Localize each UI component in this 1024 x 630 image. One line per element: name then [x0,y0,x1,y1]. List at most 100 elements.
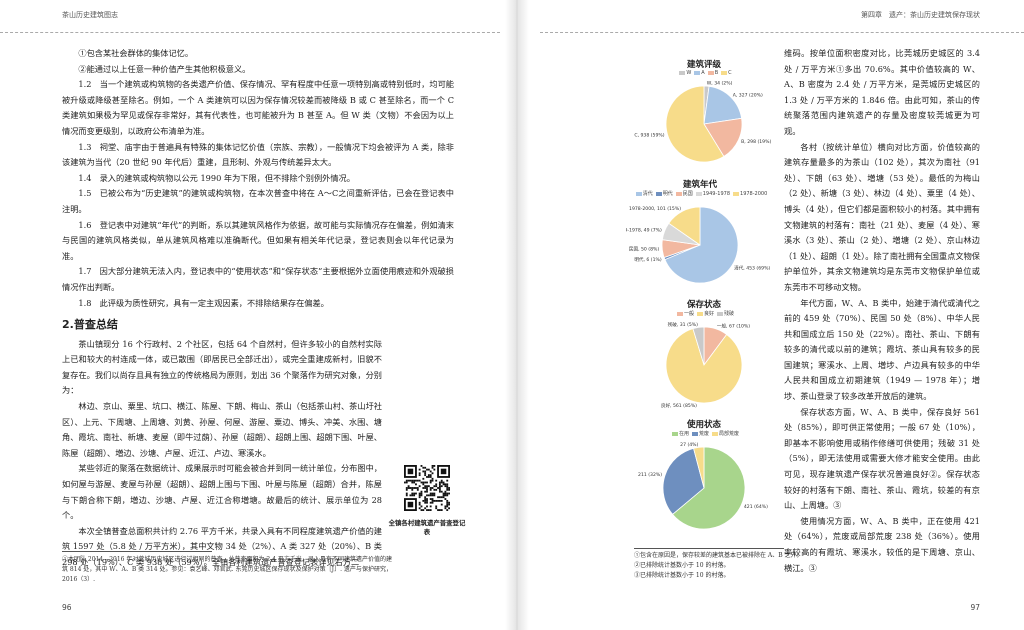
left-header-rule [0,32,500,33]
pie-label: 清代, 453 (69%) [734,264,770,271]
legend-swatch [696,311,703,316]
pie-label: 残破, 31 (5%) [668,321,698,328]
right-body-text: 维码。按单位面积密度对比，比莞城历史城区的 3.4 处 / 万平方米①多出 70… [784,46,980,576]
paragraph: 保存状态方面，W、A、B 类中，保存良好 561 处（85%），即可供正常使用；… [784,406,980,511]
legend-entry: 残破 [724,311,735,317]
legend-entry: 民国 [682,191,693,197]
legend-swatch [635,191,642,196]
chart-legend: 一般 良好 残破 [634,310,774,317]
pie-slice [668,206,701,246]
pie-slice [665,85,725,163]
left-body-text: ①包含某社会群体的集体记忆。 ②能通过以上任意一种价值产生其他积极意义。 1.2… [62,46,454,571]
pie-label: 1949-1978, 49 (7%) [626,228,662,234]
pie-label: 一般, 67 (10%) [717,323,750,330]
paragraph: 1.7 因大部分建筑无法入内，登记表中的“使用状态”和“保存状态”主要根据外立面… [62,266,454,292]
pie-label: C, 938 (59%) [634,133,664,139]
chart-title: 保存状态 [686,300,721,310]
legend-swatch [679,70,686,75]
left-running-head: 茶山历史建筑图志 [62,11,118,19]
chart-building-age: 建筑年代 清代 明代 民国 1949-1978 1978-2000 清代, 453 (6… [616,178,774,293]
left-footnotes: ①本团队 2014—2016 年对莞城历史城区进行过相同的普查，总普查面积为 2… [62,555,392,585]
left-page-number: 96 [62,603,72,612]
legend-entry: C [728,70,732,76]
pie-label: 1978-2000, 101 (15%) [629,206,681,212]
paragraph: 林边、京山、粟里、坑口、横江、陈屋、下朗、梅山、茶山（包括茶山村、茶山圩社区）、… [62,401,382,458]
legend-swatch [707,70,714,75]
legend-swatch [694,70,701,75]
legend-swatch [717,311,723,316]
right-header-rule [540,32,1024,33]
legend-swatch [712,431,718,436]
chart-building-rating: 建筑评级 W A B C W, 34 (2%) A, 327 (20%) B, 298 (… [634,58,774,172]
pie-chart: 421 (64%) 211 (32%) 27 (4%) [638,442,768,530]
pie-label: B, 298 (19%) [741,139,771,145]
pie-label: 211 (32%) [638,472,662,478]
footnote-rule [62,551,212,552]
legend-swatch [721,70,728,75]
pie-slice [692,326,705,366]
pie-chart: 清代, 453 (69%) 明代, 6 (1%) 民国, 50 (8%) 1949-1… [616,206,770,284]
footnote: ③已排除统计基数小于 10 的村落。 [634,572,730,579]
pie-label: 27 (4%) [680,442,698,448]
chart-title: 建筑年代 [682,180,717,190]
paragraph: 使用情况方面，W、A、B 类中，正在使用 421 处（64%），荒废或局部荒废 … [784,515,980,573]
qr-code-icon[interactable] [404,465,450,511]
pie-label: A, 327 (20%) [733,92,763,98]
legend-entry: 1949-1978 [702,191,731,197]
paragraph: 1.8 此评级为质性研究，具有一定主观因素，不排除结果存在偏差。 [78,297,329,308]
pie-slice [703,117,743,157]
paragraph: ①包含某社会群体的集体记忆。 [78,48,194,58]
right-page: 第四章 遗产：茶山历史建筑保存现状 建筑评级 W A B C W, 34 (2%) A,… [522,0,1024,630]
chart-usage-state: 使用状态 在用 荒废 局部荒废 421 (64%) 211 (32%) 27 (4%) [634,418,774,539]
pie-chart: 一般, 67 (10%) 良好, 561 (85%) 残破, 31 (5%) [661,321,750,409]
footnote: ①本团队 2014—2016 年对莞城历史城区进行过相同的普查，总普查面积为 2… [62,556,392,583]
paragraph: 1.3 祠堂、庙宇由于普遍具有特殊的集体记忆价值（宗族、宗教），一般情况下均会被… [62,141,454,168]
legend-entry: 局部荒废 [719,431,740,437]
chart-legend: 在用 荒废 局部荒废 [634,430,774,437]
legend-entry: W [686,70,692,76]
pie-label: 421 (64%) [744,504,768,510]
legend-entry: B [714,70,719,76]
chart-title: 建筑评级 [686,60,721,70]
legend-swatch [655,191,662,196]
legend-entry: 1978-2000 [740,191,768,197]
qr-code-block[interactable]: 全镇各村建筑遗产普查登记表 [389,465,465,537]
pie-label: W, 34 (2%) [707,81,733,87]
paragraph: 1.4 录入的建筑或构筑物以公元 1990 年为下限，但不排除个别例外情况。 [78,172,355,183]
legend-swatch [695,191,702,196]
right-footnotes: ①包含在原因是，保存较差的建筑基本已被排除在 A、B 之外。 ②已排除统计基数小… [634,551,974,581]
footnote-rule [634,548,784,549]
footnote: ②已排除统计基数小于 10 的村落。 [634,562,730,569]
right-page-number: 97 [970,603,980,612]
paragraph: ②能通过以上任意一种价值产生其他积极意义。 [78,63,251,74]
legend-swatch [675,191,682,196]
pie-slice [662,447,705,515]
pie-chart: W, 34 (2%)A, 327 (20%) B, 298 (19%) C, 938… [634,81,771,163]
legend-entry: 在用 [678,431,689,437]
legend-entry: 良好 [703,311,714,317]
legend-entry: A [701,70,705,76]
legend-entry: 荒废 [698,431,709,437]
legend-entry: 一般 [683,311,694,317]
legend-entry: 清代 [642,191,653,197]
legend-entry: 明代 [662,191,673,197]
section-title: 2.普查总结 [62,318,118,332]
qr-caption: 全镇各村建筑遗产普查登记表 [388,519,466,536]
paragraph: 茶山镇现分 16 个行政村、2 个社区，包括 64 个自然村，但许多较小的自然村… [62,338,382,396]
pie-label: 明代, 6 (1%) [634,256,662,263]
legend-swatch [691,431,698,436]
pie-slice [693,446,705,489]
paragraph: 年代方面，W、A、B 类中，始建于清代或清代之前的 459 处（70%）、民国 … [784,297,980,402]
paragraph: 某些邻近的聚落在数据统计、成果展示时可能会被合并到同一统计单位，分布图中，如何屋… [62,463,382,521]
paragraph: 1.5 已被公布为“历史建筑”的建筑或构筑物，在本次普查中将在 A～C之间重新评… [62,188,454,214]
pie-label: 民国, 50 (8%) [629,247,659,253]
paragraph: 本次全镇普查总面积共计约 2.76 平方千米，共录入具有不同程度建筑遗产价值的建… [62,525,382,567]
legend-swatch [671,431,678,436]
left-page: 茶山历史建筑图志 ①包含某社会群体的集体记忆。 ②能通过以上任意一种价值产生其他… [0,0,510,630]
paragraph: 维码。按单位面积密度对比，比莞城历史城区的 3.4 处 / 万平方米①多出 70… [784,48,980,136]
book-gutter [505,0,529,630]
pie-slice [672,446,746,530]
pie-slice [703,85,743,125]
paragraph: 1.2 当一个建筑或构筑物的各类遗产价值、保存情况、罕有程度中任意一项特别高或特… [62,79,454,136]
